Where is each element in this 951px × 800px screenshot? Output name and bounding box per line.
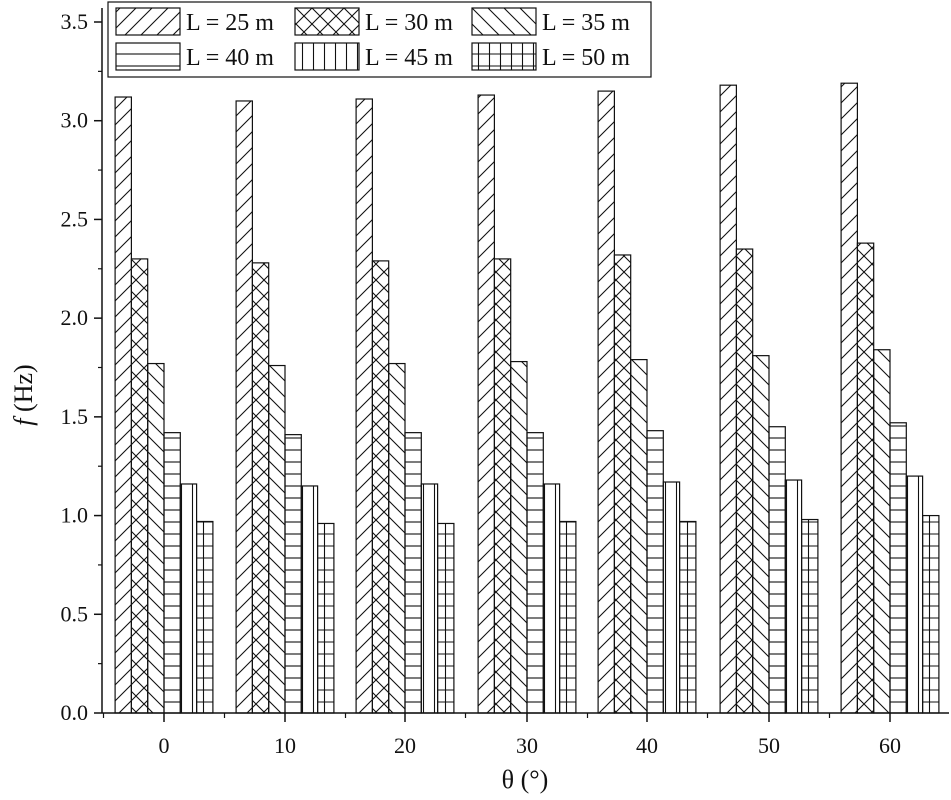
bar-5-cat-30 (542, 483, 561, 714)
bar-1-cat-40 (597, 90, 615, 714)
axes-group: 0.0 0.5 1.0 1.5 2.0 2.5 3.0 3.5 0 10 20 30 40 50 60 (61, 8, 949, 758)
y-tick-label: 0.0 (61, 700, 89, 725)
bar-4-cat-10 (284, 434, 302, 714)
bar-6-cat-50 (800, 518, 819, 714)
legend-label-5: L = 45 m (365, 45, 453, 71)
bar-1-cat-60 (840, 82, 858, 714)
legend-label-1: L = 25 m (186, 10, 274, 36)
y-tick-label: 2.0 (61, 305, 89, 330)
bar-4-cat-50 (768, 426, 786, 714)
y-axis-title: f (Hz) (9, 364, 38, 425)
bar-3-cat-20 (388, 362, 406, 714)
bar-6-cat-60 (921, 514, 940, 714)
bar-2-cat-10 (251, 262, 270, 714)
bar-6-cat-10 (317, 522, 335, 714)
bar-5-cat-50 (784, 479, 803, 714)
y-axis-title-symbol: f (9, 415, 38, 426)
y-tick-label: 0.5 (61, 601, 89, 626)
bar-1-cat-20 (355, 98, 374, 714)
bar-2-cat-20 (371, 260, 390, 714)
x-tick-label: 20 (394, 733, 416, 758)
legend-swatch-5 (294, 42, 360, 71)
legend-swatch-2 (294, 7, 360, 36)
x-tick-label: 50 (758, 733, 780, 758)
bar-3-cat-0 (147, 362, 165, 714)
bar-4-cat-60 (889, 422, 907, 714)
y-tick-label: 2.5 (61, 206, 89, 231)
legend: L = 25 m L = 30 m L = 35 m L = 40 m L = 45 m… (107, 1, 652, 78)
y-axis-title-unit: (Hz) (9, 364, 38, 418)
bar-4-cat-40 (646, 430, 664, 714)
bar-2-cat-0 (130, 258, 149, 714)
bar-1-cat-30 (477, 94, 496, 714)
y-tick-label: 1.5 (61, 404, 89, 429)
bar-6-cat-30 (558, 520, 577, 714)
legend-swatch-1 (115, 7, 181, 36)
bar-2-cat-30 (493, 258, 512, 714)
bar-4-cat-30 (526, 432, 544, 714)
bar-3-cat-60 (873, 349, 891, 714)
bar-1-cat-10 (235, 100, 254, 714)
legend-label-6: L = 50 m (542, 45, 630, 71)
bar-6-cat-0 (196, 520, 214, 714)
y-tick-label: 3.0 (61, 108, 89, 133)
bar-5-cat-0 (179, 483, 198, 714)
x-tick-label: 60 (879, 733, 901, 758)
legend-swatch-6 (471, 42, 537, 71)
bars-group (114, 82, 940, 714)
bar-3-cat-30 (510, 360, 528, 714)
legend-label-4: L = 40 m (186, 45, 274, 71)
bar-6-cat-20 (437, 522, 455, 714)
bar-5-cat-40 (662, 481, 681, 714)
x-ticks: 0 10 20 30 40 50 60 (102, 713, 901, 758)
bar-1-cat-50 (719, 84, 737, 714)
legend-frame (107, 1, 652, 78)
bar-5-cat-60 (905, 475, 924, 714)
bar-2-cat-40 (613, 254, 632, 714)
x-tick-label: 40 (636, 733, 658, 758)
x-tick-label: 30 (516, 733, 538, 758)
y-tick-label: 3.5 (61, 9, 89, 34)
bar-1-cat-0 (114, 96, 132, 714)
legend-label-3: L = 35 m (542, 10, 630, 36)
bar-5-cat-10 (300, 485, 319, 714)
bar-4-cat-20 (404, 432, 422, 714)
x-tick-label: 0 (159, 733, 170, 758)
y-tick-label: 1.0 (61, 503, 89, 528)
bar-3-cat-10 (268, 364, 286, 714)
bar-4-cat-0 (163, 432, 181, 714)
legend-swatch-4 (115, 42, 181, 71)
bar-3-cat-40 (630, 359, 648, 714)
y-ticks: 0.0 0.5 1.0 1.5 2.0 2.5 3.0 3.5 (61, 9, 102, 725)
bar-6-cat-40 (678, 520, 697, 714)
bar-3-cat-50 (752, 355, 770, 714)
x-tick-label: 10 (274, 733, 296, 758)
x-axis-title: θ (°) (502, 765, 549, 794)
legend-swatch-3 (471, 7, 537, 36)
bar-2-cat-60 (856, 242, 875, 714)
legend-label-2: L = 30 m (365, 10, 453, 36)
bar-2-cat-50 (735, 248, 754, 714)
bar-5-cat-20 (420, 483, 439, 714)
